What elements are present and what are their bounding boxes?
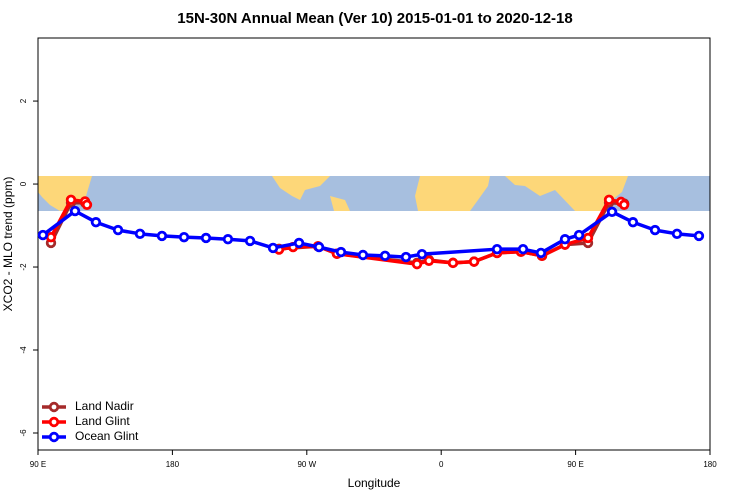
data-point	[606, 206, 618, 218]
legend-marker	[48, 431, 60, 443]
data-point	[134, 228, 146, 240]
data-point	[379, 250, 391, 262]
data-point	[90, 217, 102, 228]
legend-marker	[48, 401, 60, 413]
x-tick-label: 0	[439, 460, 444, 469]
x-tick-label: 90 W	[297, 460, 316, 469]
land	[330, 196, 350, 211]
legend-marker	[48, 416, 60, 428]
data-point	[573, 229, 585, 241]
land	[415, 176, 490, 211]
data-point	[603, 194, 615, 206]
data-point	[627, 217, 639, 228]
data-point	[244, 235, 256, 247]
y-tick-label: 0	[19, 181, 28, 186]
data-point	[37, 229, 49, 241]
x-tick-label: 90 E	[30, 460, 46, 469]
data-point	[649, 224, 661, 236]
series-line	[41, 209, 700, 259]
legend-label: Ocean Glint	[75, 429, 139, 443]
data-point	[491, 243, 503, 255]
data-point	[468, 256, 480, 267]
data-point	[447, 257, 459, 269]
legend-label: Land Glint	[75, 414, 130, 428]
data-point	[693, 230, 705, 242]
data-point	[200, 232, 212, 244]
data-point	[81, 199, 93, 210]
data-point	[178, 231, 190, 243]
land	[272, 176, 330, 200]
data-point	[156, 230, 168, 242]
x-tick-label: 90 E	[567, 460, 583, 469]
data-point	[671, 228, 683, 240]
x-tick-label: 180	[166, 460, 180, 469]
data-point	[45, 231, 57, 243]
data-point	[618, 199, 630, 210]
y-tick-label: 2	[19, 98, 28, 103]
data-point	[69, 205, 81, 217]
land	[505, 176, 628, 211]
data-point	[582, 232, 594, 244]
y-tick-label: -2	[19, 263, 28, 271]
legend-label: Land Nadir	[75, 399, 134, 413]
data-point	[357, 249, 369, 261]
data-point	[423, 255, 435, 267]
data-point	[535, 247, 547, 259]
data-point	[400, 251, 412, 263]
data-point	[222, 234, 234, 245]
data-point	[313, 241, 325, 253]
x-axis-label: Longitude	[348, 476, 401, 490]
data-point	[335, 246, 347, 258]
chart-title: 15N-30N Annual Mean (Ver 10) 2015-01-01 …	[177, 10, 572, 27]
data-point	[293, 237, 305, 249]
y-tick-label: -4	[19, 346, 28, 354]
data-point	[416, 248, 428, 260]
data-point	[267, 242, 279, 254]
data-point	[517, 243, 529, 255]
data-point	[112, 224, 124, 236]
x-tick-label: 180	[703, 460, 717, 469]
data-point	[65, 194, 77, 206]
y-axis-label: XCO2 - MLO trend (ppm)	[1, 177, 15, 312]
plot-frame	[37, 37, 711, 451]
data-point	[411, 258, 423, 270]
y-tick-label: -6	[19, 429, 28, 437]
data-point	[559, 234, 571, 245]
